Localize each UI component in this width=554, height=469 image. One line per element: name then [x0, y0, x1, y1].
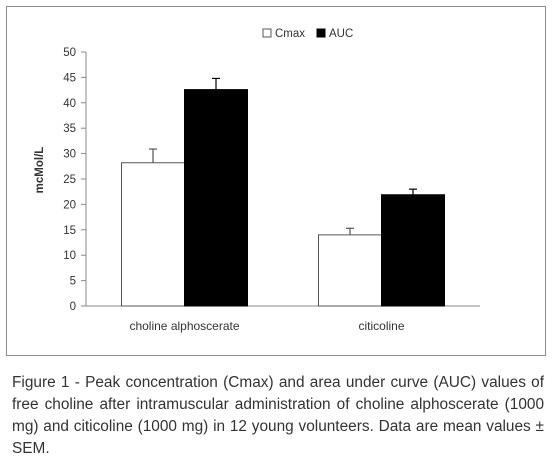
legend-label-auc: AUC [329, 28, 353, 40]
figure-frame [6, 6, 546, 356]
y-tick-label: 30 [63, 149, 76, 161]
y-tick-label: 45 [63, 72, 76, 84]
x-axis: choline alphoscerate citicoline [86, 305, 480, 333]
x-labels: choline alphoscerate citicoline [129, 319, 404, 333]
bar-auc-1 [184, 89, 248, 307]
y-tick-label: 0 [70, 301, 76, 313]
y-tick-label: 40 [63, 98, 76, 110]
y-axis-title: mcMol/L [34, 147, 46, 194]
bars [121, 77, 445, 307]
y-axis: 0 5 10 15 20 25 30 35 40 45 50 [63, 47, 87, 313]
figure-caption: Figure 1 - Peak concentration (Cmax) and… [12, 374, 544, 457]
y-tick-label: 35 [63, 123, 76, 135]
y-tick-label: 15 [63, 225, 76, 237]
legend-label-cmax: Cmax [275, 28, 305, 40]
bar-chart: 0 5 10 15 20 25 30 35 40 45 50 choline alphoscerat… [34, 28, 480, 333]
y-tick-label: 10 [63, 250, 76, 262]
y-tick-label: 25 [63, 174, 76, 186]
bar-cmax-1 [121, 162, 185, 307]
legend-swatch-cmax [262, 28, 272, 38]
y-tick-label: 50 [63, 47, 76, 59]
y-tick-label: 5 [70, 276, 76, 288]
legend: Cmax AUC [262, 28, 353, 40]
y-ticks: 0 5 10 15 20 25 30 35 40 45 50 [63, 47, 86, 313]
bar-cmax-2 [318, 234, 382, 307]
category-label: choline alphoscerate [129, 319, 239, 333]
category-label: citicoline [358, 319, 404, 333]
bar-auc-2 [381, 194, 445, 307]
y-tick-label: 20 [63, 199, 76, 211]
legend-swatch-auc [316, 28, 326, 38]
